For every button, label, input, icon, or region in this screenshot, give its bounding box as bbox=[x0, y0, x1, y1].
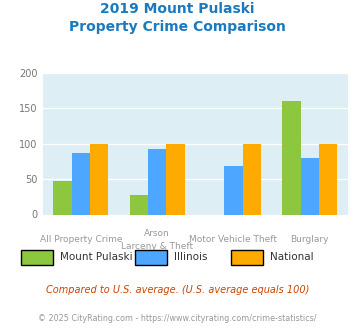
Bar bbox=[90, 144, 108, 214]
Text: Motor Vehicle Theft: Motor Vehicle Theft bbox=[190, 235, 277, 244]
Text: Burglary: Burglary bbox=[290, 235, 329, 244]
Text: 2019 Mount Pulaski: 2019 Mount Pulaski bbox=[100, 2, 255, 16]
Bar bbox=[282, 101, 301, 214]
Text: National: National bbox=[270, 252, 313, 262]
Text: Larceny & Theft: Larceny & Theft bbox=[121, 242, 193, 250]
Text: All Property Crime: All Property Crime bbox=[39, 235, 122, 244]
Text: Property Crime Comparison: Property Crime Comparison bbox=[69, 20, 286, 34]
Bar bbox=[130, 195, 148, 214]
Bar bbox=[148, 148, 166, 214]
Text: Arson: Arson bbox=[144, 229, 170, 238]
Text: © 2025 CityRating.com - https://www.cityrating.com/crime-statistics/: © 2025 CityRating.com - https://www.city… bbox=[38, 314, 317, 323]
Text: Mount Pulaski: Mount Pulaski bbox=[60, 252, 133, 262]
Bar bbox=[72, 153, 90, 215]
Text: Compared to U.S. average. (U.S. average equals 100): Compared to U.S. average. (U.S. average … bbox=[46, 285, 309, 295]
Bar bbox=[242, 144, 261, 214]
Bar bbox=[166, 144, 185, 214]
Bar bbox=[319, 144, 337, 214]
Bar bbox=[224, 166, 242, 214]
Bar bbox=[53, 181, 72, 214]
Bar bbox=[301, 158, 319, 215]
Text: Illinois: Illinois bbox=[174, 252, 207, 262]
